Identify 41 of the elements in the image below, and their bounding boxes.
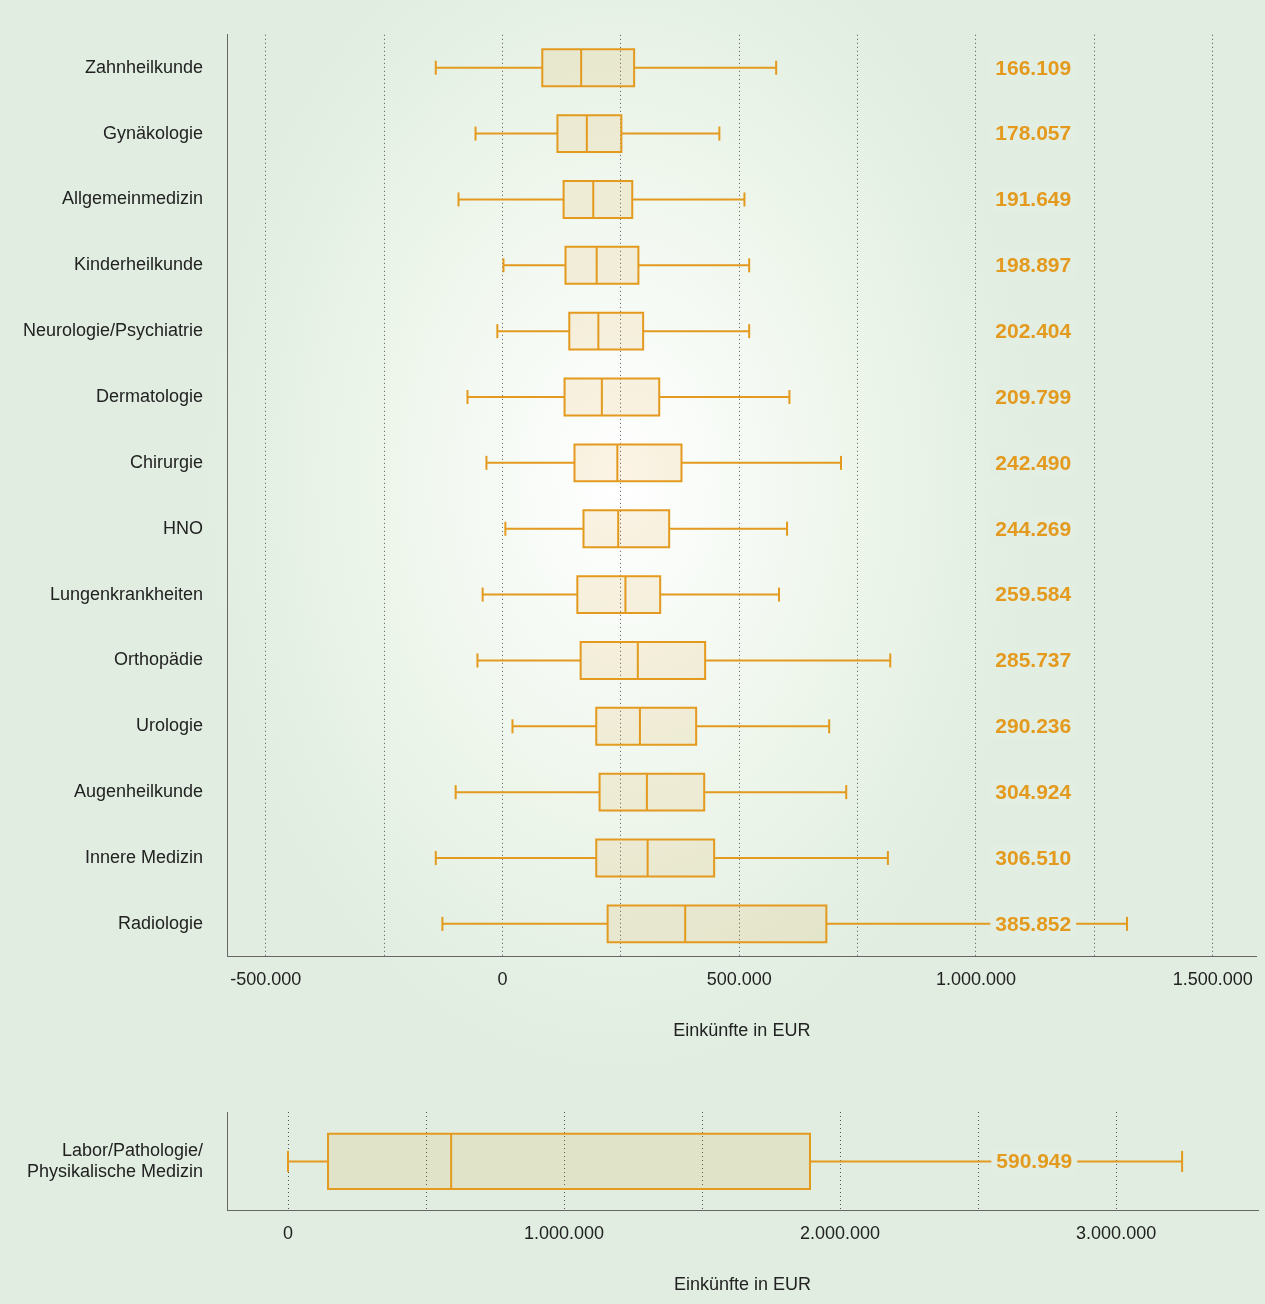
text: 244.269 — [995, 516, 1072, 540]
text: 306.510 — [995, 845, 1072, 869]
text: 198.897 — [995, 253, 1072, 277]
text: 285.737 — [995, 648, 1072, 672]
text: 202.404 — [995, 318, 1072, 342]
x-tick-label: 0 — [283, 1222, 294, 1243]
x-tick-label: 2.000.000 — [800, 1222, 881, 1243]
x-tick-label: 0 — [497, 968, 508, 989]
text: 290.236 — [995, 714, 1072, 738]
y-tick-label: Orthopädie — [113, 649, 203, 670]
text: 385.852 — [995, 911, 1072, 935]
y-tick-label: Zahnheilkunde — [84, 56, 203, 77]
text: 590.949 — [996, 1149, 1073, 1173]
y-tick-label: Neurologie/Psychiatrie — [22, 320, 203, 341]
y-tick-label: Allgemeinmedizin — [61, 188, 203, 209]
y-tick-label: HNO — [163, 517, 203, 538]
text: 304.924 — [995, 779, 1072, 803]
y-tick-label: Innere Medizin — [84, 846, 203, 867]
text: 191.649 — [995, 187, 1072, 211]
text: 209.799 — [995, 384, 1072, 408]
x-tick-label: -500.000 — [230, 968, 302, 989]
y-tick-label: Chirurgie — [129, 451, 203, 472]
x-axis-title: Einkünfte in EUR — [673, 1274, 812, 1295]
x-tick-label: 1.000.000 — [524, 1222, 605, 1243]
x-axis-title: Einkünfte in EUR — [673, 1020, 811, 1041]
x-tick-label: 1.000.000 — [935, 968, 1016, 989]
x-tick-label: 1.500.000 — [1172, 968, 1253, 989]
y-tick-label: Radiologie — [117, 912, 203, 933]
y-tick-label: Kinderheilkunde — [73, 254, 203, 275]
y-tick-label: Lungenkrankheiten — [49, 583, 203, 604]
text: 242.490 — [995, 450, 1072, 474]
text: 166.109 — [995, 55, 1072, 79]
x-tick-label: 500.000 — [706, 968, 772, 989]
y-tick-label: Dermatologie — [95, 385, 203, 406]
y-tick-label: Augenheilkunde — [73, 781, 203, 802]
text: 178.057 — [995, 121, 1072, 145]
y-tick-label: Urologie — [135, 715, 203, 736]
x-tick-label: 3.000.000 — [1076, 1222, 1157, 1243]
text: 259.584 — [995, 582, 1072, 606]
y-tick-label: Labor/Pathologie/ Physikalische Medizin — [26, 1139, 203, 1182]
y-tick-label: Gynäkologie — [102, 122, 203, 143]
